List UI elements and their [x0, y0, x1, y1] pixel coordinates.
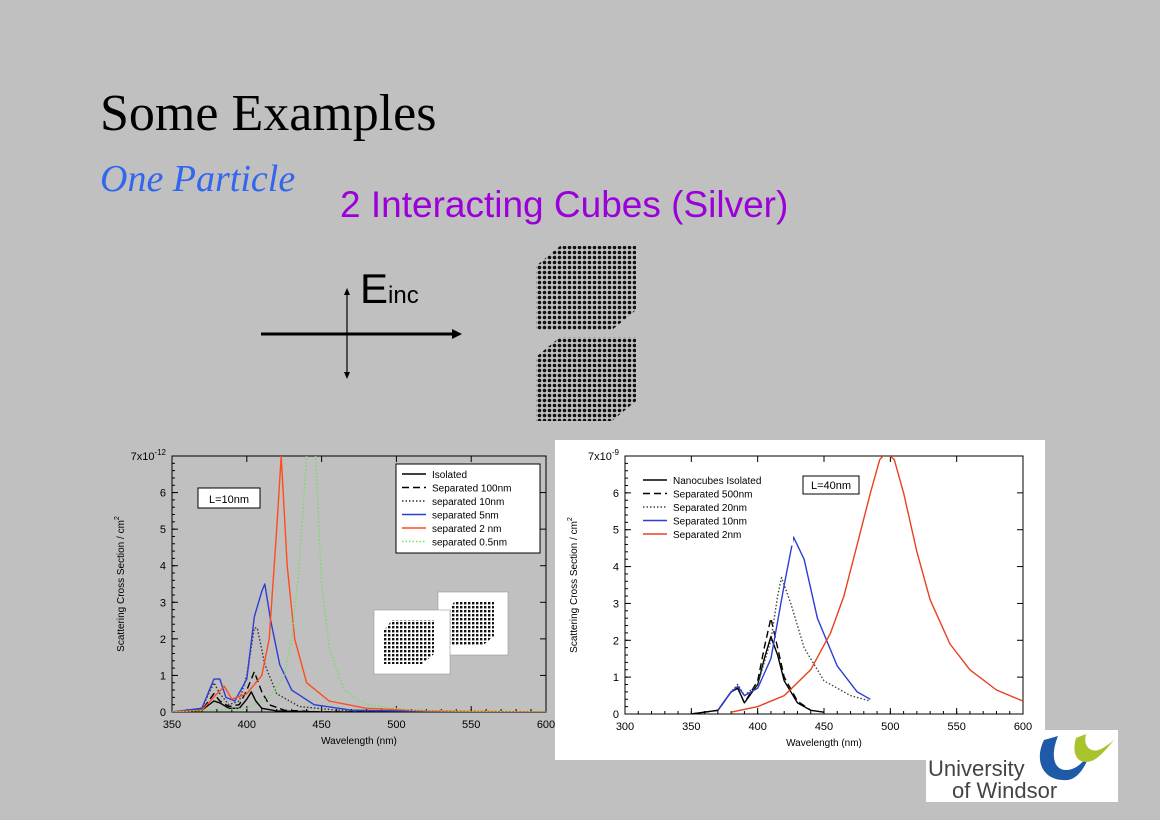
section-heading: 2 Interacting Cubes (Silver): [340, 184, 789, 225]
scattering-chart-40nm: 300 350 400 450 500 550 60001234567x10-9Wavele…: [555, 440, 1045, 760]
series-line-4: [172, 583, 472, 712]
legend-label-2: Separated 500nm: [673, 490, 753, 501]
x-tick-label: 600: [537, 719, 555, 731]
legend-label-5: separated 2 nm: [432, 524, 502, 535]
legend-frame: [637, 470, 793, 546]
x-tick-label: 550: [462, 719, 480, 731]
incident-field-label: Einc: [360, 268, 419, 310]
y-tick-label: 2: [160, 634, 166, 646]
legend-label-4: separated 5nm: [432, 511, 499, 522]
cube-top-image: [536, 246, 636, 330]
legend-label-3: Separated 20nm: [673, 503, 747, 514]
series-line-3: [717, 576, 871, 711]
y-tick-label: 5: [613, 525, 619, 537]
university-logo: University of Windsor: [926, 730, 1118, 802]
y-tick-label: 6: [613, 488, 619, 500]
legend-label-1: Isolated: [432, 470, 467, 481]
series-line-2: [172, 671, 472, 712]
y-tick-label: 7x10-9: [588, 448, 620, 463]
legend-label-1: Nanocubes Isolated: [673, 476, 761, 487]
series-line-1: [172, 691, 472, 712]
annotation-box: L=10nm: [197, 487, 261, 509]
y-tick-label: 3: [613, 598, 619, 610]
logo-text-line2: of Windsor: [952, 778, 1058, 803]
x-tick-label: 400: [748, 721, 766, 733]
y-tick-label: 3: [160, 597, 166, 609]
x-tick-label: 300: [616, 721, 634, 733]
series-line-5: [730, 456, 1023, 713]
y-tick-label: 5: [160, 524, 166, 536]
x-tick-label: 500: [881, 721, 899, 733]
series-group: [691, 456, 1023, 714]
legend-label-5: Separated 2nm: [673, 530, 741, 541]
series-line-3: [172, 627, 472, 712]
series-line-6: [172, 456, 546, 712]
annotation-box: L=40nm: [802, 475, 860, 495]
x-tick-label: 350: [163, 719, 181, 731]
slide-subtitle: One Particle: [100, 158, 296, 200]
annotation-label: L=40nm: [811, 480, 851, 492]
legend-label-6: separated 0.5nm: [432, 538, 507, 549]
x-tick-label: 450: [312, 719, 330, 731]
x-tick-label: 450: [815, 721, 833, 733]
annotation-frame: [197, 487, 261, 509]
field-arrows: [261, 288, 462, 379]
y-tick-label: 2: [613, 635, 619, 647]
y-axis-label: Scattering Cross Section / cm2: [567, 517, 580, 653]
logo-text-line1: University: [928, 756, 1025, 781]
legend-label-4: Separated 10nm: [673, 517, 747, 528]
scattering-chart-10nm: 350 400 450 500 550 60001234567x10-12Waveleng…: [100, 440, 555, 755]
series-group: [172, 456, 546, 712]
y-axis-label: Scattering Cross Section / cm2: [114, 516, 127, 652]
x-axis-label: Wavelength (nm): [786, 738, 862, 749]
legend-label-2: Separated 100nm: [432, 484, 512, 495]
x-tick-label: 500: [387, 719, 405, 731]
y-tick-label: 0: [160, 707, 166, 719]
y-tick-label: 4: [613, 562, 619, 574]
legend-label-3: separated 10nm: [432, 497, 504, 508]
x-axis-label: Wavelength (nm): [321, 736, 397, 747]
y-tick-label: 1: [613, 672, 619, 684]
y-tick-label: 0: [613, 709, 619, 721]
slide-title: Some Examples: [100, 85, 437, 142]
legend: Isolated Separated 100nm separated 10nm sep…: [395, 463, 541, 554]
chart-background: [555, 440, 1045, 760]
x-tick-label: 400: [238, 719, 256, 731]
y-tick-label: 4: [160, 561, 166, 573]
legend-frame: [395, 463, 541, 554]
legend: Nanocubes Isolated Separated 500nm Separat…: [637, 470, 793, 546]
y-tick-label: 6: [160, 488, 166, 500]
series-line-4: [717, 536, 871, 711]
x-tick-label: 350: [682, 721, 700, 733]
series-line-5: [172, 456, 546, 712]
inset-cubes-image: [372, 590, 510, 676]
y-tick-label: 1: [160, 670, 166, 682]
field-label-main: E: [360, 265, 389, 312]
annotation-frame: [802, 475, 860, 495]
field-label-sub: inc: [388, 282, 419, 309]
annotation-label: L=10nm: [209, 494, 249, 506]
cube-bottom-image: [536, 337, 636, 421]
